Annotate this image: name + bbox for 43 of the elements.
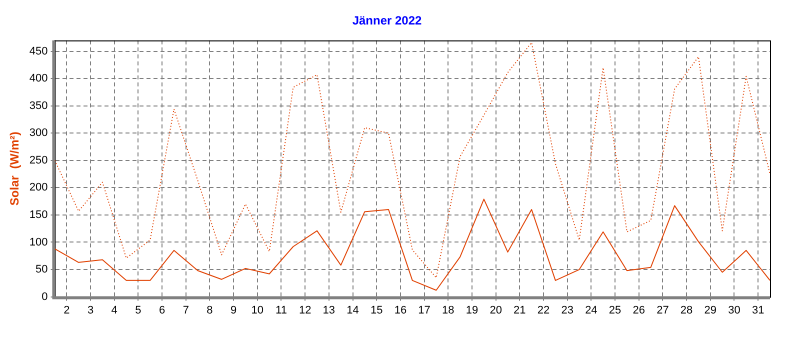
- x-tick-label: 17: [418, 304, 430, 316]
- x-tick-label: 24: [585, 304, 598, 316]
- y-tick-label: 450: [29, 45, 48, 58]
- y-axis-title: Solar (W/m²): [8, 132, 22, 206]
- y-tick-label: 350: [29, 100, 48, 112]
- x-tick-label: 14: [346, 304, 359, 316]
- x-tick-label: 19: [466, 304, 478, 316]
- y-tick-label: 0: [42, 290, 48, 303]
- x-tick-label: 10: [251, 304, 264, 316]
- y-tick-label: 300: [29, 127, 48, 140]
- x-tick-label: 2: [64, 304, 70, 316]
- y-tick-label: 150: [29, 209, 48, 221]
- x-tick-label: 7: [182, 304, 189, 316]
- x-tick-label: 15: [370, 304, 383, 316]
- chart-title: Jänner 2022: [352, 14, 422, 28]
- x-tick-label: 11: [276, 304, 287, 316]
- x-tick-label: 27: [656, 304, 669, 316]
- x-tick-label: 18: [442, 304, 454, 316]
- x-tick-label: 4: [111, 304, 118, 316]
- x-tick-label: 28: [680, 304, 693, 316]
- x-tick-label: 30: [728, 304, 740, 316]
- x-tick-label: 6: [158, 304, 166, 316]
- x-tick-label: 29: [704, 304, 717, 316]
- x-tick-label: 13: [322, 304, 336, 316]
- x-tick-label: 26: [632, 304, 645, 316]
- x-tick-label: 25: [608, 304, 622, 316]
- x-tick-label: 3: [87, 304, 94, 316]
- y-tick-label: 400: [29, 72, 48, 85]
- y-tick-label: 100: [29, 236, 48, 248]
- x-tick-label: 31: [752, 304, 764, 316]
- y-tick-label: 50: [36, 264, 48, 276]
- x-tick-label: 9: [230, 304, 237, 316]
- x-tick-label: 21: [514, 304, 526, 316]
- y-tick-label: 200: [29, 182, 48, 194]
- x-tick-label: 5: [135, 304, 142, 316]
- line-series: [54, 42, 770, 278]
- x-tick-label: 12: [298, 304, 312, 316]
- x-tick-label: 8: [206, 304, 213, 316]
- x-tick-label: 20: [490, 304, 502, 316]
- x-tick-label: 16: [394, 304, 407, 316]
- x-tick-label: 23: [561, 304, 574, 316]
- y-tick-label: 250: [29, 154, 48, 166]
- x-tick-label: 22: [537, 304, 550, 316]
